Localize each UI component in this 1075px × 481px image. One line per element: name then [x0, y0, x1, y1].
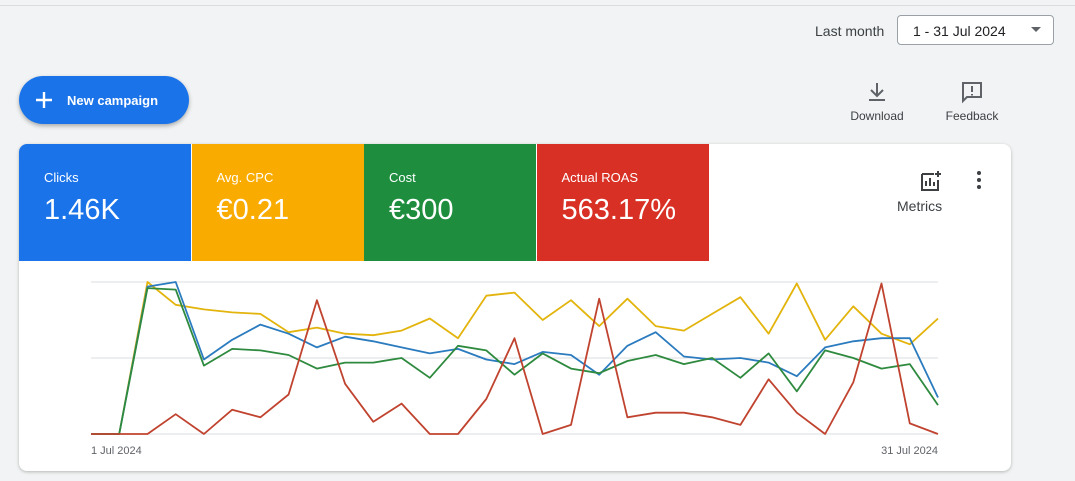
- scorecard-label: Avg. CPC: [216, 170, 274, 185]
- scorecard-label: Actual ROAS: [561, 170, 639, 185]
- date-range: 1 - 31 Jul 2024: [913, 23, 1006, 39]
- download-icon: [869, 83, 885, 101]
- metrics-icon[interactable]: [919, 170, 943, 192]
- series-line: [91, 281, 939, 435]
- series-line: [91, 282, 939, 435]
- divider: [0, 5, 1075, 6]
- scorecard-value: 1.46K: [44, 194, 120, 226]
- series-line: [91, 281, 939, 435]
- scorecard[interactable]: Clicks 1.46K: [19, 144, 191, 261]
- download-button[interactable]: Download: [837, 80, 917, 123]
- line-chart: 1 Jul 2024 31 Jul 2024: [91, 281, 939, 457]
- feedback-icon: [962, 82, 982, 104]
- scorecard-value: €300: [389, 194, 454, 226]
- performance-card: Metrics 1 Jul 2024 31 Jul 2024 Clicks 1.46…: [19, 144, 1011, 471]
- x-tick-label: 31 Jul 2024: [881, 445, 938, 457]
- new-campaign-button[interactable]: New campaign: [19, 76, 189, 124]
- download-label: Download: [850, 109, 904, 123]
- button-label: New campaign: [67, 93, 159, 108]
- x-tick-label: 1 Jul 2024: [91, 445, 142, 457]
- feedback-button[interactable]: Feedback: [932, 80, 1012, 123]
- series-line: [91, 287, 939, 435]
- scorecard-label: Clicks: [44, 170, 79, 185]
- scorecard-value: 563.17%: [561, 194, 677, 226]
- scorecard[interactable]: Avg. CPC €0.21: [191, 144, 364, 261]
- scorecard-value: €0.21: [216, 194, 290, 226]
- metrics-label[interactable]: Metrics: [897, 198, 943, 214]
- scorecard-label: Cost: [389, 170, 416, 185]
- feedback-label: Feedback: [945, 109, 999, 123]
- scorecard[interactable]: Cost €300: [364, 144, 536, 261]
- scorecard[interactable]: Actual ROAS 563.17%: [536, 144, 709, 261]
- dropdown-arrow: [1031, 27, 1041, 32]
- plus-icon: [36, 92, 52, 108]
- period-label: Last month: [815, 23, 885, 39]
- more-icon[interactable]: [971, 170, 987, 190]
- date-range-dropdown[interactable]: 1 - 31 Jul 2024: [897, 15, 1054, 45]
